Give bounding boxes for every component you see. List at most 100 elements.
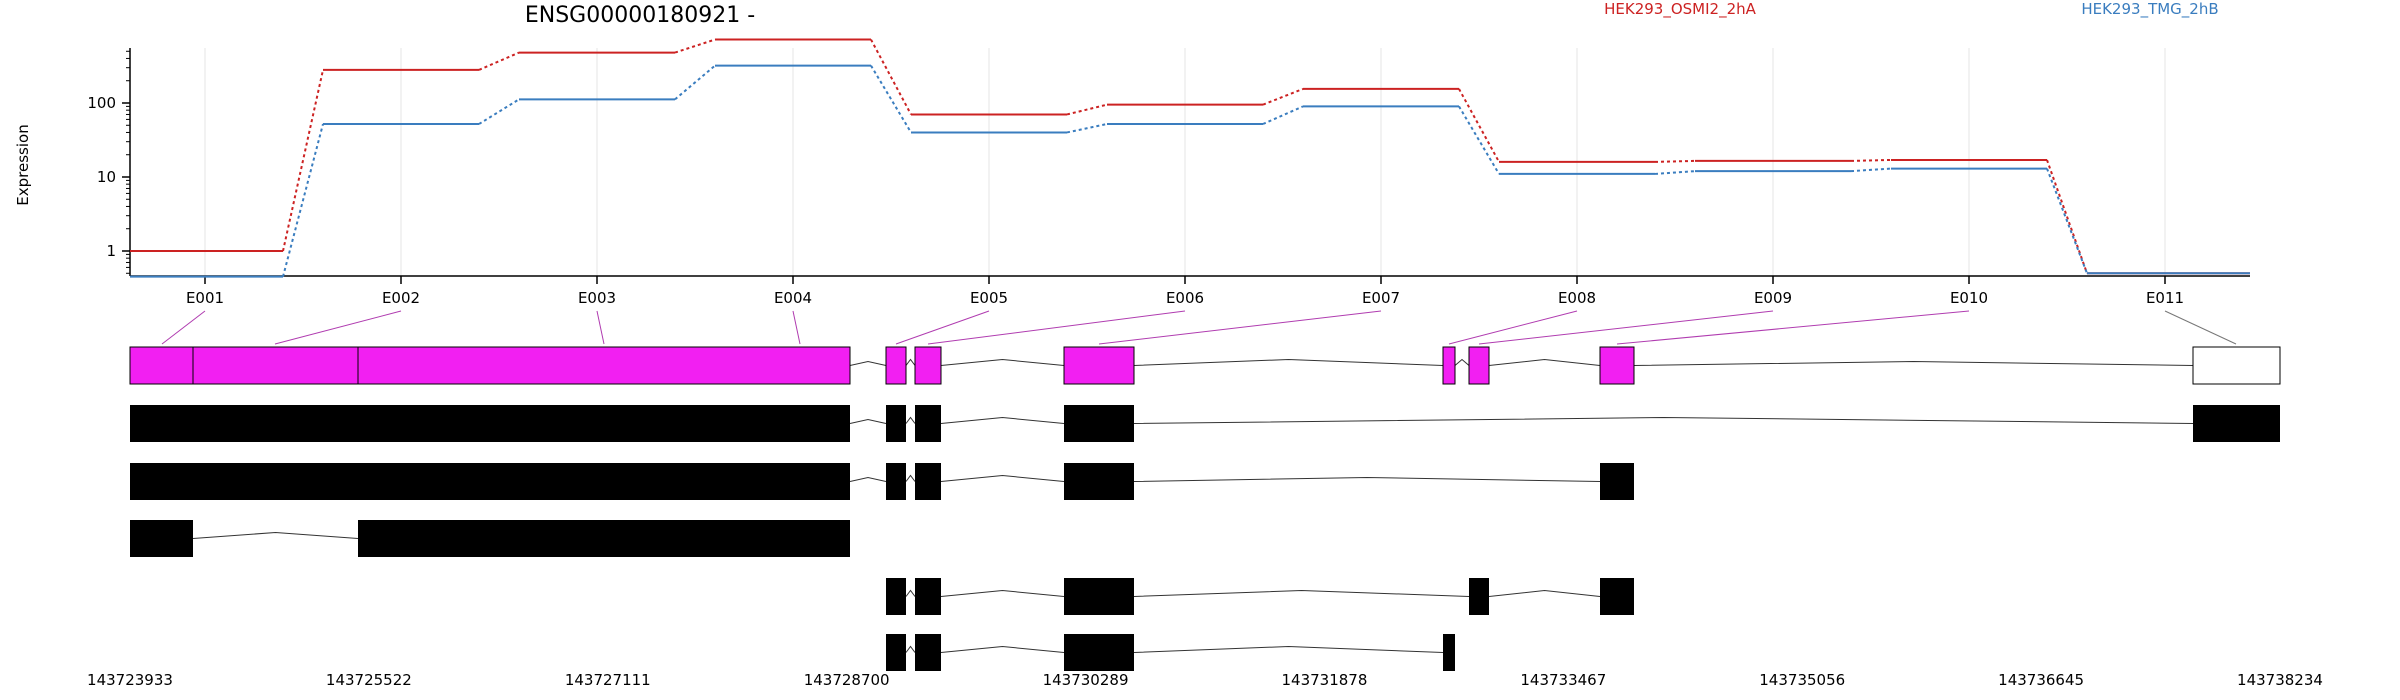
intron-line xyxy=(1488,589,1601,597)
legend-entry-osmi: HEK293_OSMI2_2hA xyxy=(1604,0,1757,19)
intron-line xyxy=(1133,589,1470,597)
exon-leader xyxy=(1448,310,1578,345)
exon-block xyxy=(1063,346,1135,385)
legend-entry-tmg: HEK293_TMG_2hB xyxy=(2081,0,2218,19)
transcript-exon xyxy=(2193,405,2280,442)
transcript-track xyxy=(886,578,1634,615)
transcript-exon xyxy=(915,578,941,615)
intron-line xyxy=(905,416,916,424)
exon-block xyxy=(129,346,851,385)
exon-leader xyxy=(1098,310,1382,345)
intron-line xyxy=(940,645,1065,653)
y-axis-label: Expression xyxy=(14,124,32,205)
series-connector-0 xyxy=(282,69,324,252)
chart-title: ENSG00000180921 - xyxy=(525,3,755,28)
exon-tick-label: E002 xyxy=(382,289,420,307)
exon-tick-label: E006 xyxy=(1166,289,1204,307)
intron-line xyxy=(849,476,887,482)
series-connector-1 xyxy=(282,123,324,277)
series-connector-1 xyxy=(674,64,716,101)
intron-line xyxy=(1633,360,2194,366)
transcript-exon xyxy=(130,463,850,500)
expression-series xyxy=(130,38,2250,278)
exon-block xyxy=(1442,346,1456,385)
genomic-tick-label: 143725522 xyxy=(326,671,412,689)
genomic-coordinate-axis: 143723933 143725522 143727111 143728700 1437… xyxy=(87,671,2323,689)
genomic-tick-label: 143730289 xyxy=(1043,671,1129,689)
intron-line xyxy=(905,474,916,482)
series-connector-0 xyxy=(1066,103,1108,116)
genomic-tick-label: 143727111 xyxy=(565,671,651,689)
exon-leader xyxy=(2164,310,2237,345)
exon-leader xyxy=(792,310,801,345)
gene-model xyxy=(129,346,2281,385)
series-connector-1 xyxy=(1262,105,1304,125)
transcript-exon xyxy=(130,520,193,557)
exon-leader-lines xyxy=(161,310,2237,345)
transcript-exon xyxy=(1064,405,1134,442)
series-connector-0 xyxy=(1458,88,1500,163)
transcript-track xyxy=(130,405,2280,442)
transcript-exon xyxy=(886,463,906,500)
series-connector-0 xyxy=(1850,158,1892,162)
series-connector-1 xyxy=(1850,167,1892,173)
exon-leader xyxy=(274,310,402,345)
intron-line xyxy=(1133,416,2194,424)
transcript-exon xyxy=(1064,463,1134,500)
transcript-exon xyxy=(915,634,941,671)
exon-tick-label: E003 xyxy=(578,289,616,307)
transcript-exon xyxy=(915,405,941,442)
exon-tick-label: E010 xyxy=(1950,289,1988,307)
intron-line xyxy=(849,360,887,366)
exon-tick-label: E001 xyxy=(186,289,224,307)
exon-leader xyxy=(596,310,605,345)
intron-line xyxy=(940,358,1065,366)
genomic-tick-label: 143738234 xyxy=(2237,671,2323,689)
y-tick-label: 10 xyxy=(97,168,116,186)
intron-line xyxy=(1488,358,1601,366)
intron-line xyxy=(905,358,916,366)
transcript-exon xyxy=(915,463,941,500)
exon-leader xyxy=(161,310,206,345)
transcript-exon xyxy=(1600,578,1634,615)
exon-block xyxy=(2192,346,2281,385)
transcript-exon xyxy=(130,405,850,442)
exon-tick-label: E008 xyxy=(1558,289,1596,307)
genomic-tick-label: 143728700 xyxy=(804,671,890,689)
exon-tick-label: E009 xyxy=(1754,289,1792,307)
plot-gridlines xyxy=(204,48,2166,276)
transcript-track xyxy=(130,520,850,557)
intron-line xyxy=(1454,358,1470,366)
series-connector-0 xyxy=(870,39,912,115)
y-tick-label: 100 xyxy=(87,94,116,112)
series-connector-0 xyxy=(674,38,716,54)
transcript-exon xyxy=(886,405,906,442)
exon-tick-label: E011 xyxy=(2146,289,2184,307)
intron-line xyxy=(849,418,887,424)
intron-line xyxy=(940,474,1065,482)
series-connector-0 xyxy=(1262,87,1304,106)
intron-line xyxy=(905,645,916,653)
intron-line xyxy=(940,416,1065,424)
series-connector-0 xyxy=(2046,159,2088,274)
intron-line xyxy=(1133,645,1444,653)
transcript-exon xyxy=(1600,463,1634,500)
transcript-exon xyxy=(886,578,906,615)
exon-tick-label: E005 xyxy=(970,289,1008,307)
transcript-tracks xyxy=(130,405,2280,671)
transcript-track xyxy=(130,463,1634,500)
plot-axes: 1 10 100 E001 E002 E003 E004 E005 E006 E007 E008 E0… xyxy=(87,48,2250,307)
transcript-exon xyxy=(358,520,850,557)
transcript-exon xyxy=(1469,578,1489,615)
genomic-tick-label: 143731878 xyxy=(1281,671,1367,689)
genomic-tick-label: 143733467 xyxy=(1520,671,1606,689)
genomic-tick-label: 143735056 xyxy=(1759,671,1845,689)
series-connector-0 xyxy=(1654,159,1696,163)
y-tick-label: 1 xyxy=(106,242,116,260)
exon-leader xyxy=(1478,310,1774,345)
series-connector-1 xyxy=(2046,168,2088,274)
series-connector-1 xyxy=(1458,105,1500,175)
transcript-exon xyxy=(1064,634,1134,671)
exon-tick-label: E007 xyxy=(1362,289,1400,307)
